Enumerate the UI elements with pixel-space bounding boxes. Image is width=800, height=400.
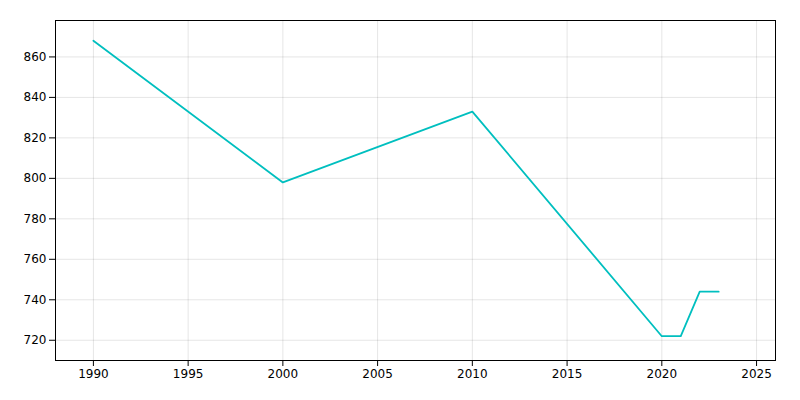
svg-text:1995: 1995 [173, 367, 204, 381]
svg-text:740: 740 [24, 293, 47, 307]
svg-text:2010: 2010 [457, 367, 488, 381]
svg-text:1990: 1990 [78, 367, 109, 381]
svg-text:760: 760 [24, 252, 47, 266]
svg-text:2005: 2005 [362, 367, 393, 381]
svg-text:2025: 2025 [741, 367, 772, 381]
svg-text:2015: 2015 [552, 367, 583, 381]
svg-text:800: 800 [24, 171, 47, 185]
svg-text:2020: 2020 [647, 367, 678, 381]
svg-text:720: 720 [24, 333, 47, 347]
svg-text:820: 820 [24, 131, 47, 145]
svg-text:2000: 2000 [268, 367, 299, 381]
svg-text:780: 780 [24, 212, 47, 226]
svg-text:840: 840 [24, 90, 47, 104]
svg-text:860: 860 [24, 50, 47, 64]
